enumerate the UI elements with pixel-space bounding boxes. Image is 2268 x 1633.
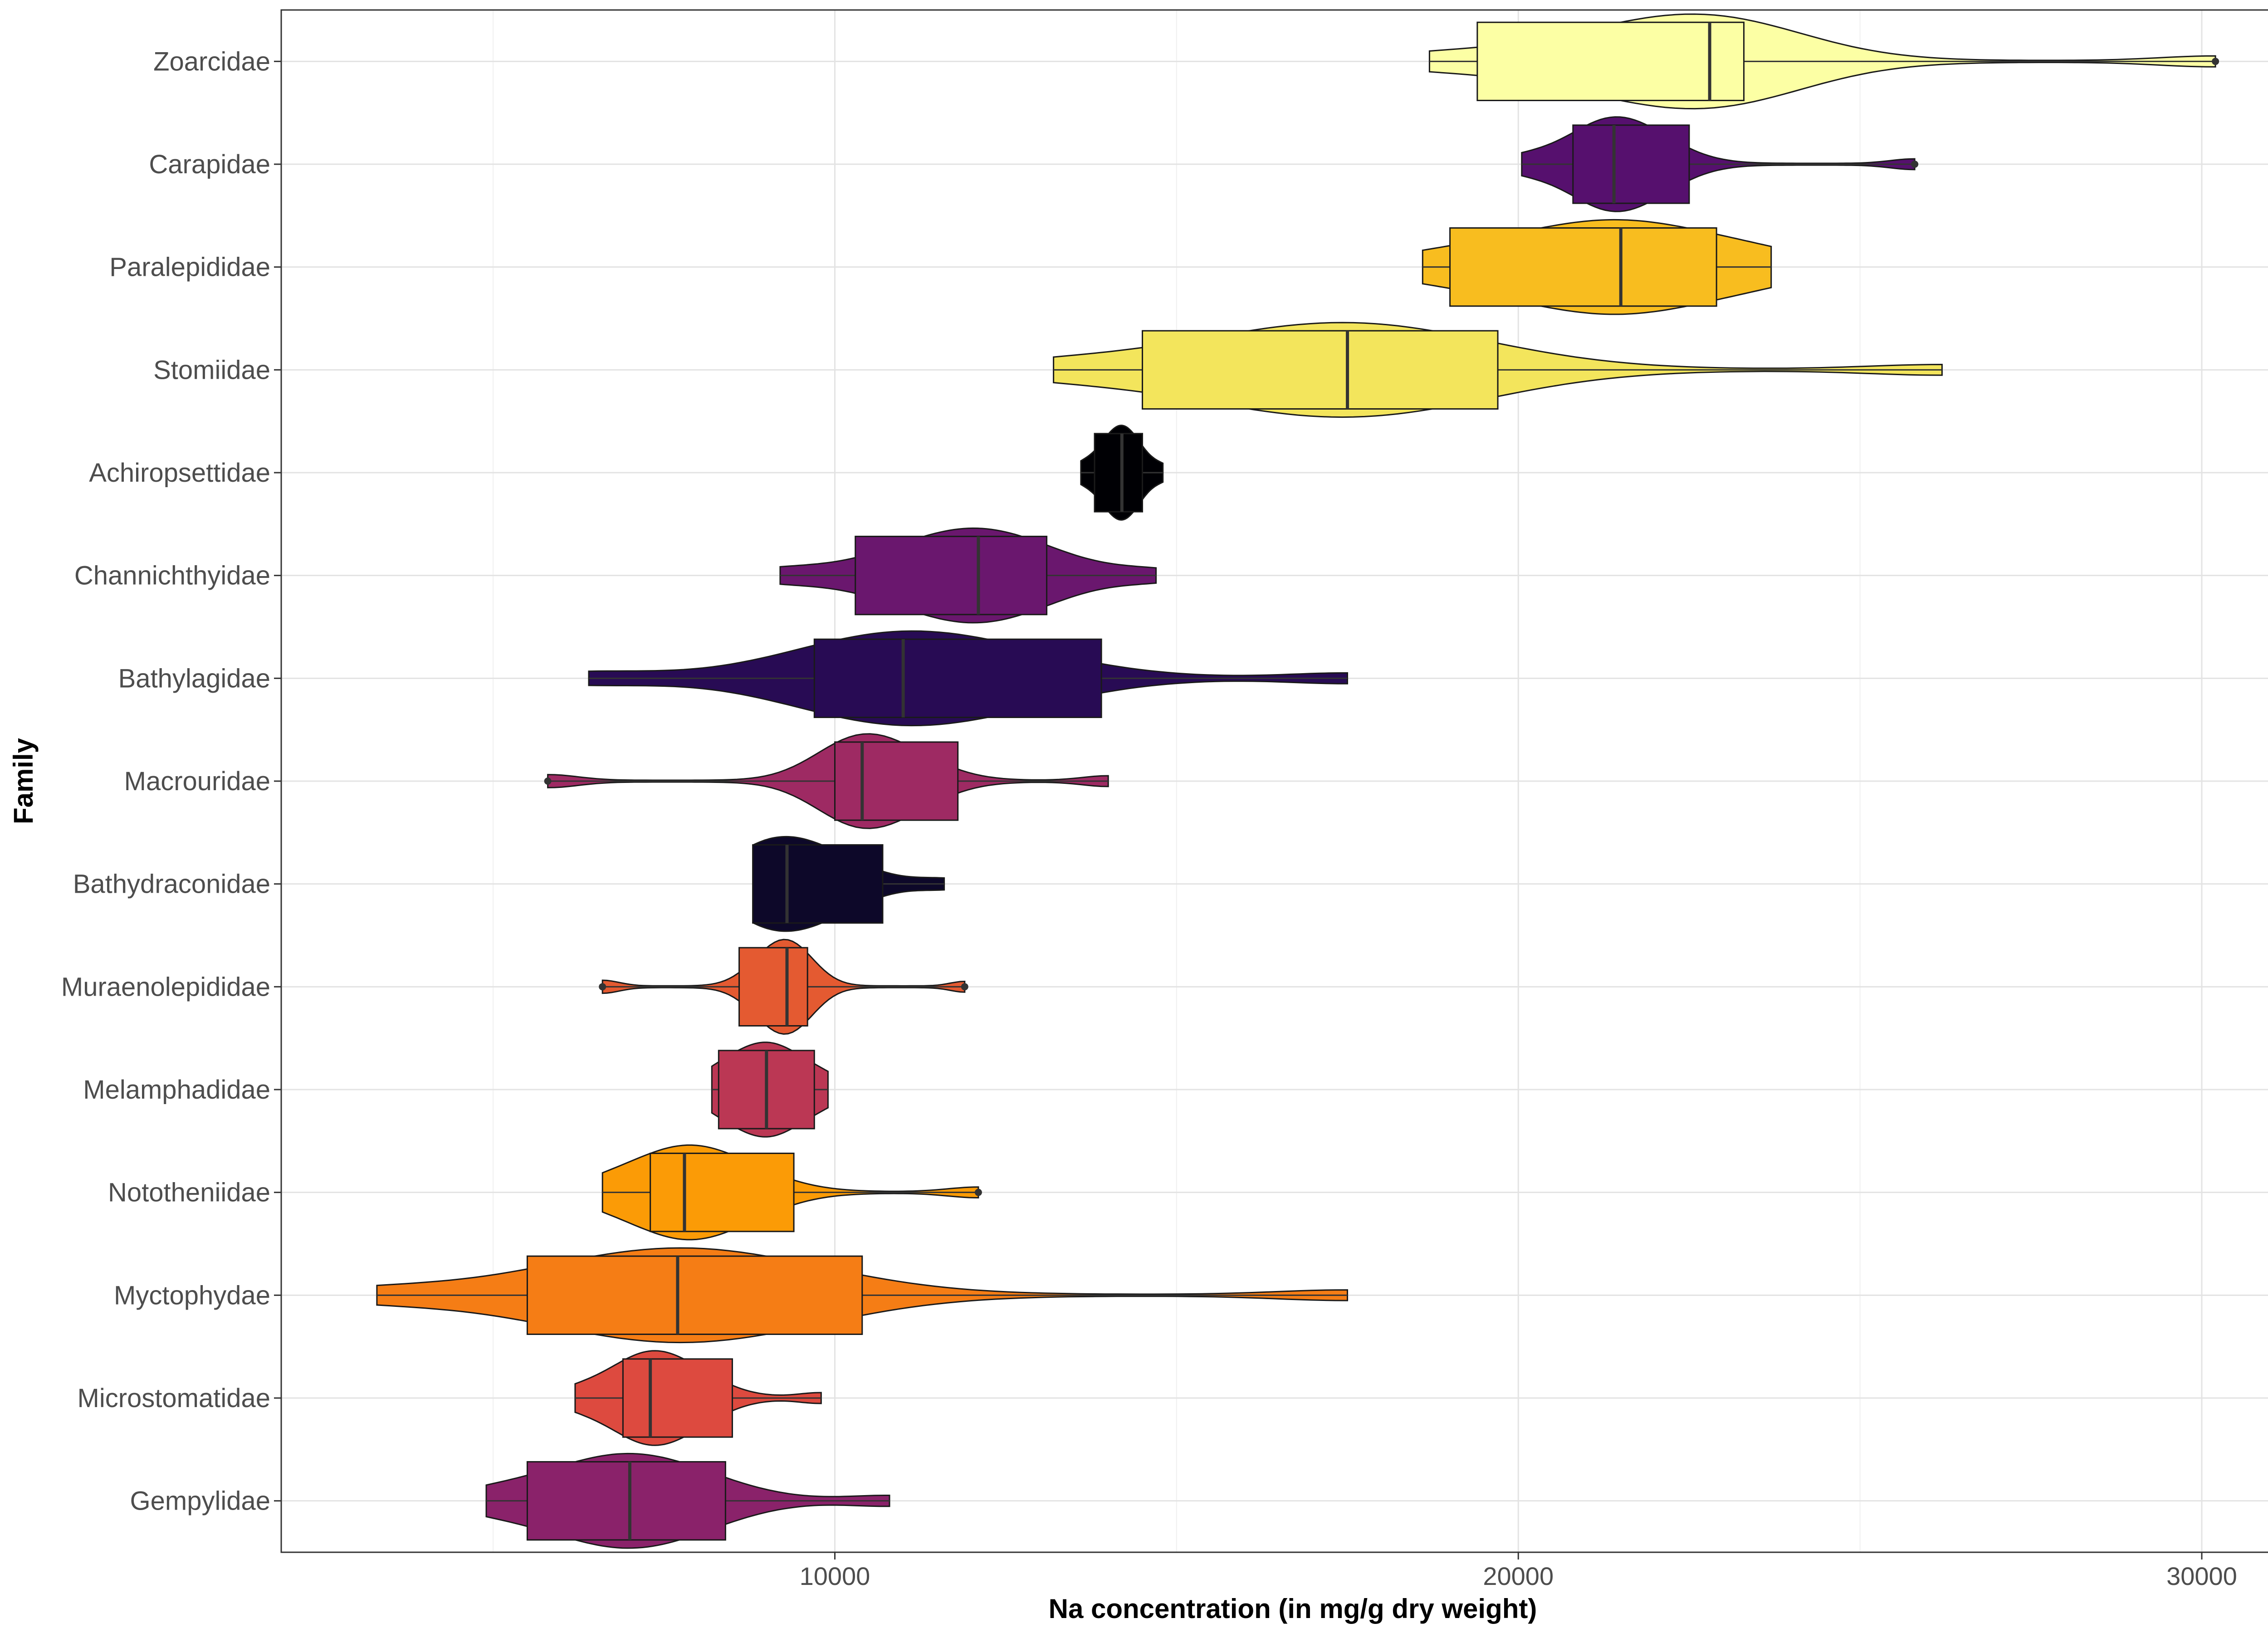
outlier-point [1911, 161, 1919, 168]
x-tick-label: 20000 [1483, 1562, 1554, 1590]
y-tick-label: Achiropsettidae [89, 458, 270, 488]
box-zoarcidae [1476, 21, 1745, 101]
box-microstomatidae [622, 1358, 733, 1438]
y-tick-label: Muraenolepididae [61, 972, 270, 1002]
box-stomiidae [1142, 330, 1499, 410]
boxplots [376, 21, 2219, 1541]
outlier-point [599, 983, 606, 991]
y-tick-label: Bathylagidae [118, 664, 270, 693]
x-tick-label: 30000 [2166, 1562, 2237, 1590]
y-tick-label: Stomiidae [153, 355, 270, 385]
x-axis-ticks: 10000 20000 30000 [800, 1552, 2237, 1590]
box-nototheniidae [650, 1153, 795, 1232]
y-tick-label: Zoarcidae [153, 47, 270, 76]
box-paralepididae [1449, 227, 1717, 307]
box-gempylidae [526, 1461, 726, 1541]
box-bathydraconidae [752, 844, 884, 924]
outlier-point [974, 1188, 982, 1196]
x-axis-title: Na concentration (in mg/g dry weight) [1049, 1594, 1537, 1624]
box-bathylagidae [813, 638, 1102, 718]
y-tick-label: Nototheniidae [108, 1178, 270, 1208]
box-achiropsettidae [1094, 433, 1144, 513]
y-tick-label: Melamphadidae [83, 1075, 270, 1105]
box-channichthyidae [855, 536, 1048, 616]
y-tick-label: Paralepididae [109, 253, 270, 282]
y-tick-label: Macrouridae [124, 767, 270, 796]
box-myctophydae [526, 1255, 863, 1335]
outlier-point [2212, 58, 2219, 65]
y-tick-label: Carapidae [149, 150, 270, 179]
x-tick-label: 10000 [800, 1562, 870, 1590]
y-tick-label: Microstomatidae [78, 1384, 270, 1413]
y-tick-label: Myctophydae [114, 1281, 270, 1310]
box-carapidae [1572, 124, 1690, 204]
y-tick-label: Bathydraconidae [73, 870, 270, 899]
y-axis-title: Family [8, 738, 39, 824]
outlier-point [961, 983, 968, 991]
outlier-point [544, 777, 552, 785]
box-macrouridae [834, 741, 959, 821]
y-axis-ticks: Zoarcidae Carapidae Paralepididae Stomiidae… [61, 47, 281, 1516]
box-muraenolepididae [738, 947, 808, 1027]
y-tick-label: Channichthyidae [74, 561, 270, 591]
y-tick-label: Gempylidae [130, 1486, 270, 1516]
